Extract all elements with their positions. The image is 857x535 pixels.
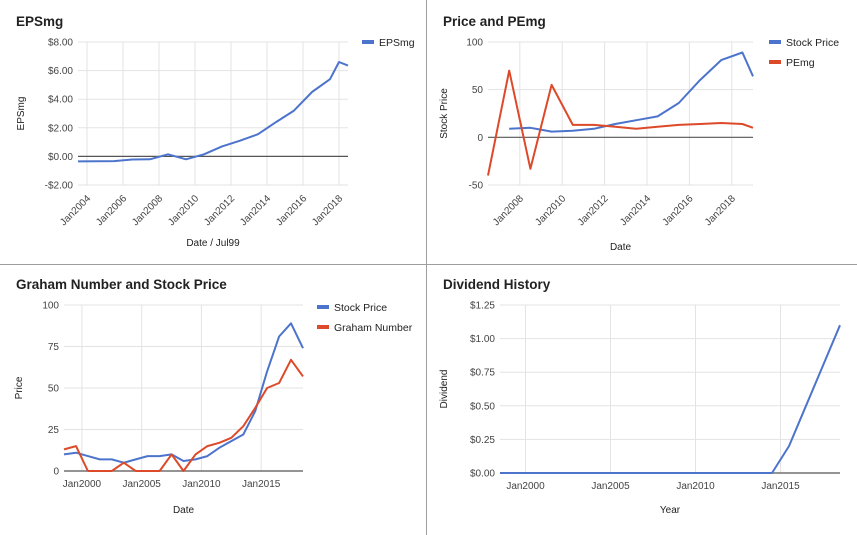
series-line-pemg [487, 69, 754, 176]
y-tick-label: $1.25 [470, 301, 495, 312]
x-tick-label: Jan2010 [676, 481, 715, 492]
y-tick-label: 100 [42, 301, 59, 312]
chart-title: Graham Number and Stock Price [16, 277, 227, 292]
y-tick-label: $0.50 [470, 401, 495, 412]
x-axis-title: Date / Jul99 [186, 238, 240, 249]
y-tick-label: $2.00 [48, 123, 73, 134]
x-tick-label: Jan2014 [238, 193, 273, 228]
y-tick-label: 0 [53, 467, 59, 478]
legend-label-pemg: PEmg [786, 57, 815, 69]
series-line-graham-number [63, 358, 304, 472]
y-tick-label: 25 [48, 425, 60, 436]
y-tick-label: 50 [472, 85, 484, 96]
y-tick-label: -$2.00 [45, 181, 74, 192]
price-pemg-chart-panel: Price and PEmg -50 0 50 100 Jan2008 Jan2010 Jan… [427, 0, 857, 265]
y-axis-title: Dividend [439, 370, 450, 409]
y-tick-label: 50 [48, 384, 60, 395]
legend-label-epsmg: EPSmg [379, 37, 415, 49]
y-tick-label: $0.75 [470, 368, 495, 379]
y-axis-title: EPSmg [16, 97, 27, 131]
legend-label-stock-price: Stock Price [786, 37, 839, 49]
y-tick-label: $0.00 [470, 469, 495, 480]
legend-label-graham-number: Graham Number [334, 322, 413, 334]
dividend-history-chart-panel: Dividend History $0.00 $0.25 $0.50 $0.75 $1.0… [427, 265, 857, 535]
x-tick-label: Jan2004 [58, 193, 93, 228]
y-tick-label: 100 [466, 38, 483, 49]
x-axis-title: Date [610, 242, 632, 253]
y-tick-label: -50 [469, 181, 484, 192]
x-tick-label: Jan2008 [491, 193, 526, 228]
chart-title: EPSmg [16, 14, 63, 29]
series-line-stock-price [63, 322, 304, 464]
x-tick-label: Jan2014 [618, 193, 653, 228]
x-tick-label: Jan2018 [310, 193, 345, 228]
series-line-stock-price [509, 51, 754, 133]
x-tick-label: Jan2006 [94, 193, 129, 228]
x-tick-label: Jan2010 [533, 193, 568, 228]
y-axis-title: Stock Price [439, 88, 450, 139]
y-tick-label: $0.00 [48, 152, 73, 163]
x-tick-label: Jan2000 [506, 481, 545, 492]
x-tick-label: Jan2015 [242, 479, 281, 490]
chart-title: Price and PEmg [443, 14, 546, 29]
x-tick-label: Jan2005 [122, 479, 161, 490]
y-tick-label: $4.00 [48, 95, 73, 106]
epsmg-chart-panel: EPSmg -$2.00 $0.00 $2.00 $4.00 $6.00 $8.00 Jan2… [0, 0, 427, 265]
x-axis-title: Date [173, 505, 195, 516]
x-axis-title: Year [660, 505, 681, 516]
chart-title: Dividend History [443, 277, 551, 292]
y-tick-label: $1.00 [470, 334, 495, 345]
x-tick-label: Jan2010 [166, 193, 201, 228]
x-tick-label: Jan2005 [591, 481, 630, 492]
y-tick-label: 75 [48, 342, 60, 353]
x-tick-label: Jan2000 [63, 479, 102, 490]
dividend-history-chart: Dividend History $0.00 $0.25 $0.50 $0.75 $1.0… [439, 277, 841, 516]
x-tick-label: Jan2012 [202, 193, 237, 228]
x-tick-label: Jan2012 [576, 193, 611, 228]
x-tick-label: Jan2016 [661, 193, 696, 228]
series-line-dividend [500, 324, 841, 474]
x-tick-label: Jan2008 [130, 193, 165, 228]
legend-label-stock-price: Stock Price [334, 302, 387, 314]
y-tick-label: 0 [477, 133, 483, 144]
x-tick-label: Jan2015 [761, 481, 800, 492]
epsmg-chart: EPSmg -$2.00 $0.00 $2.00 $4.00 $6.00 $8.00 Jan2… [16, 14, 415, 249]
x-tick-label: Jan2018 [703, 193, 738, 228]
x-tick-label: Jan2016 [274, 193, 309, 228]
y-tick-label: $6.00 [48, 66, 73, 77]
y-tick-label: $8.00 [48, 38, 73, 49]
x-tick-label: Jan2010 [182, 479, 221, 490]
series-line-epsmg [77, 61, 349, 163]
y-tick-label: $0.25 [470, 435, 495, 446]
graham-number-chart-panel: Graham Number and Stock Price 0 25 50 75 100 J… [0, 265, 427, 535]
graham-number-chart: Graham Number and Stock Price 0 25 50 75 100 J… [14, 277, 413, 516]
y-axis-title: Price [14, 376, 25, 399]
